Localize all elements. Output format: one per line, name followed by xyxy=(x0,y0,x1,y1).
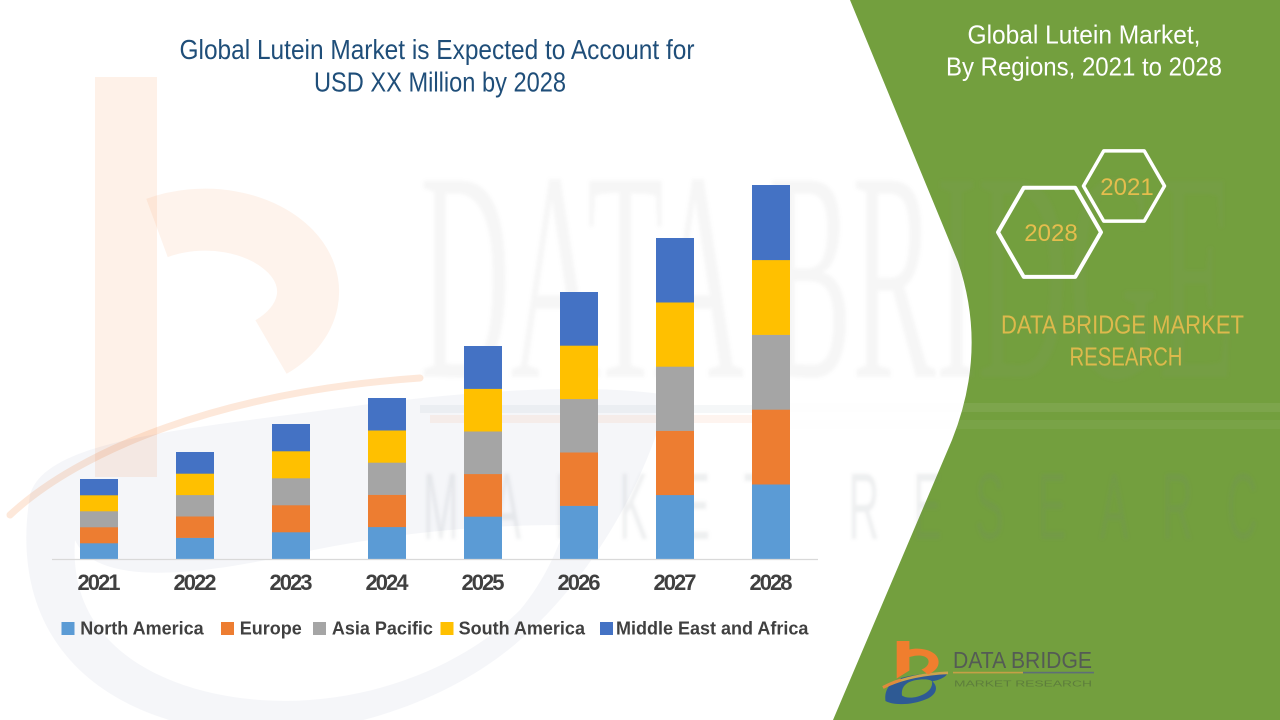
svg-text:2024: 2024 xyxy=(366,570,410,595)
svg-text:Europe: Europe xyxy=(240,619,302,639)
svg-text:2025: 2025 xyxy=(462,570,505,595)
svg-text:Global Lutein Market,: Global Lutein Market, xyxy=(968,20,1201,50)
svg-text:South America: South America xyxy=(459,619,586,639)
svg-text:By Regions, 2021 to 2028: By Regions, 2021 to 2028 xyxy=(946,52,1222,82)
svg-text:2022: 2022 xyxy=(174,570,217,595)
svg-text:RESEARCH: RESEARCH xyxy=(1070,342,1183,372)
svg-text:DATA BRIDGE: DATA BRIDGE xyxy=(420,110,1235,442)
svg-text:Asia Pacific: Asia Pacific xyxy=(332,619,433,639)
svg-text:MARKET RESEARCH: MARKET RESEARCH xyxy=(423,453,1280,560)
svg-text:North America: North America xyxy=(80,619,204,639)
svg-text:Middle East and Africa: Middle East and Africa xyxy=(616,619,809,639)
svg-text:2027: 2027 xyxy=(654,570,697,595)
svg-text:2021: 2021 xyxy=(78,570,121,595)
svg-text:USD XX Million by 2028: USD XX Million by 2028 xyxy=(314,67,566,98)
svg-text:2028: 2028 xyxy=(750,570,793,595)
svg-text:Global Lutein Market is Expect: Global Lutein Market is Expected to Acco… xyxy=(180,34,695,65)
svg-text:MARKET RESEARCH: MARKET RESEARCH xyxy=(954,679,1092,689)
svg-text:DATA BRIDGE: DATA BRIDGE xyxy=(953,647,1092,673)
svg-text:2028: 2028 xyxy=(1024,220,1077,247)
svg-text:2023: 2023 xyxy=(270,570,313,595)
svg-text:2021: 2021 xyxy=(1100,174,1153,201)
svg-text:2026: 2026 xyxy=(558,570,601,595)
svg-text:DATA BRIDGE MARKET: DATA BRIDGE MARKET xyxy=(1001,310,1244,340)
